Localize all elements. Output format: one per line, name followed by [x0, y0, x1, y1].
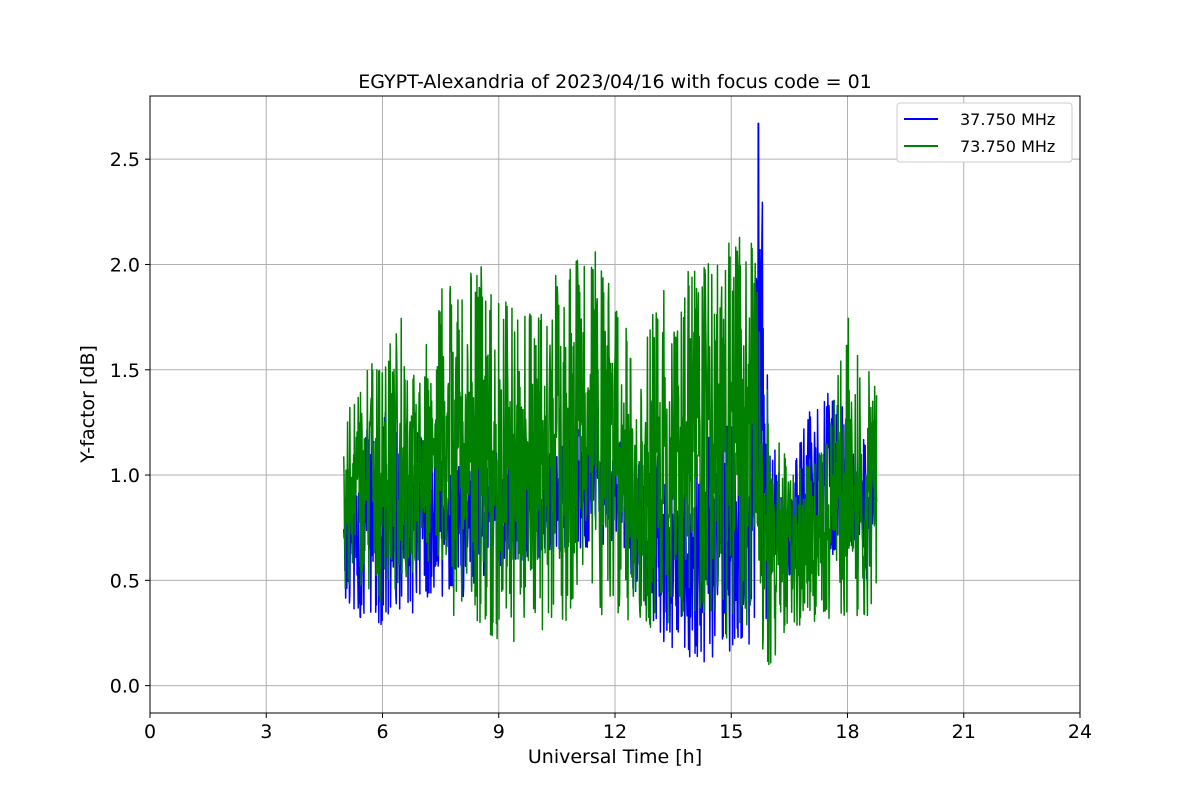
series-layer [343, 122, 878, 666]
x-tick-label: 9 [493, 721, 505, 743]
x-tick-label: 15 [719, 721, 743, 743]
legend-label-37750: 37.750 MHz [960, 110, 1055, 129]
y-tick-label: 1.5 [110, 360, 140, 382]
x-axis-label: Universal Time [h] [528, 746, 702, 768]
y-tick-label: 0.5 [110, 570, 140, 592]
x-tick-label: 24 [1068, 721, 1092, 743]
y-tick-label: 2.5 [110, 149, 140, 171]
y-tick-label: 1.0 [110, 465, 140, 487]
x-tick-label: 6 [376, 721, 388, 743]
x-tick-label: 21 [952, 721, 976, 743]
legend-box [896, 102, 1073, 163]
legend-label-73750: 73.750 MHz [960, 137, 1055, 156]
axis-ticks: 0 3 6 9 12 15 18 21 24 0.0 0.5 1.0 1.5 2.0 2.5 [110, 149, 1092, 743]
series-line-73-750-mhz [343, 236, 878, 666]
chart-title: EGYPT-Alexandria of 2023/04/16 with focu… [358, 71, 872, 93]
y-tick-label: 0.0 [110, 676, 140, 698]
x-tick-label: 12 [603, 721, 627, 743]
x-tick-label: 18 [835, 721, 859, 743]
y-tick-label: 2.0 [110, 254, 140, 276]
y-axis-label: Y-factor [dB] [77, 345, 99, 464]
legend: 37.750 MHz 73.750 MHz [896, 102, 1073, 163]
x-tick-label: 3 [260, 721, 272, 743]
x-tick-label: 0 [144, 721, 156, 743]
